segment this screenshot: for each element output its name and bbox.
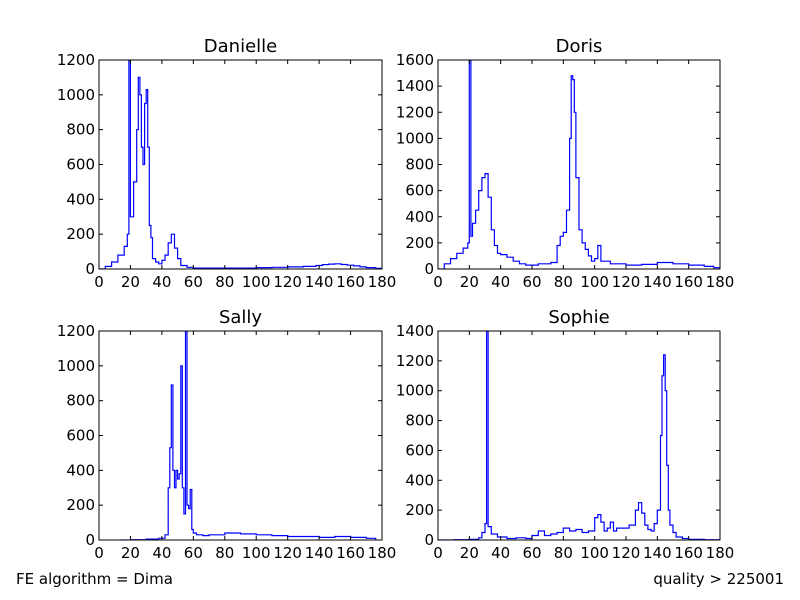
chart-title: Danielle [204,36,277,57]
y-tick-label: 400 [66,461,95,479]
x-tick-label: 20 [460,273,479,291]
series-line-0 [438,60,720,269]
y-tick-label: 0 [424,531,434,549]
x-tick-label: 20 [121,544,140,562]
x-tick-label: 0 [94,544,104,562]
y-tick-label: 200 [66,225,95,243]
y-tick-label: 200 [405,501,434,519]
axes-frame [437,330,721,541]
x-tick-label: 100 [580,273,609,291]
y-tick-label: 1200 [57,51,95,69]
x-tick-label: 180 [706,273,735,291]
y-tick-label: 400 [66,190,95,208]
y-tick-label: 600 [66,156,95,174]
x-tick-label: 100 [242,544,271,562]
y-tick-label: 1400 [396,77,434,95]
x-tick-label: 180 [368,544,397,562]
y-tick-label: 1200 [396,352,434,370]
x-tick-label: 0 [433,544,443,562]
x-tick-label: 100 [580,544,609,562]
x-tick-label: 0 [94,273,104,291]
series-line-0 [438,331,720,540]
footer-algorithm-label: FE algorithm = Dima [16,570,173,588]
x-tick-label: 120 [273,273,302,291]
x-tick-label: 140 [305,273,334,291]
x-tick-label: 180 [706,544,735,562]
series-line-0 [121,331,377,540]
x-tick-label: 60 [522,544,541,562]
y-tick-label: 600 [66,427,95,445]
axes-frame [98,59,383,270]
x-tick-label: 40 [491,544,510,562]
chart-title: Sally [219,307,262,328]
x-tick-label: 120 [612,544,641,562]
x-tick-label: 140 [643,273,672,291]
y-tick-label: 1600 [396,51,434,69]
y-tick-label: 1000 [396,382,434,400]
x-tick-label: 160 [336,544,365,562]
y-tick-label: 200 [405,234,434,252]
x-tick-label: 0 [433,273,443,291]
y-tick-label: 1000 [57,357,95,375]
y-tick-label: 800 [66,392,95,410]
x-tick-label: 120 [273,544,302,562]
chart-panel-sally: 0 20 40 60 80 100 120 140 160 180 0 200 400 600 800 100… [57,307,397,562]
x-tick-label: 80 [554,273,573,291]
x-tick-label: 40 [152,273,171,291]
x-tick-label: 60 [184,544,203,562]
chart-panel-doris: 0 20 40 60 80 100 120 140 160 180 0 200 400 600 800 100… [396,36,735,291]
axes-frame [437,59,721,270]
y-tick-label: 200 [66,496,95,514]
y-tick-label: 800 [66,121,95,139]
chart-title: Doris [556,36,603,57]
chart-title: Sophie [548,307,609,328]
y-tick-label: 0 [424,260,434,278]
y-tick-label: 1200 [57,322,95,340]
y-tick-label: 400 [405,471,434,489]
x-tick-label: 160 [674,544,703,562]
x-tick-label: 100 [242,273,271,291]
y-tick-label: 600 [405,182,434,200]
footer-quality-label: quality > 225001 [653,570,784,588]
x-tick-label: 160 [336,273,365,291]
chart-panel-danielle: 0 20 40 60 80 100 120 140 160 180 0 200 400 600 800 100… [57,36,397,291]
y-tick-label: 0 [85,260,95,278]
y-tick-label: 1000 [396,129,434,147]
y-tick-label: 800 [405,156,434,174]
axes-frame [98,330,383,541]
x-tick-label: 80 [554,544,573,562]
x-tick-label: 80 [215,544,234,562]
x-tick-label: 140 [643,544,672,562]
x-tick-label: 60 [184,273,203,291]
x-tick-label: 20 [460,544,479,562]
chart-panel-sophie: 0 20 40 60 80 100 120 140 160 180 0 200 400 600 800 100… [396,307,735,562]
y-tick-label: 400 [405,208,434,226]
x-tick-label: 60 [522,273,541,291]
y-tick-label: 0 [85,531,95,549]
x-tick-label: 80 [215,273,234,291]
x-tick-label: 40 [491,273,510,291]
series-line-0 [99,60,382,269]
y-tick-label: 1400 [396,322,434,340]
x-tick-label: 160 [674,273,703,291]
x-tick-label: 40 [152,544,171,562]
x-tick-label: 140 [305,544,334,562]
y-tick-label: 600 [405,441,434,459]
x-tick-label: 120 [612,273,641,291]
x-tick-label: 180 [368,273,397,291]
y-tick-label: 1000 [57,86,95,104]
y-tick-label: 1200 [396,103,434,121]
x-tick-label: 20 [121,273,140,291]
y-tick-label: 800 [405,412,434,430]
